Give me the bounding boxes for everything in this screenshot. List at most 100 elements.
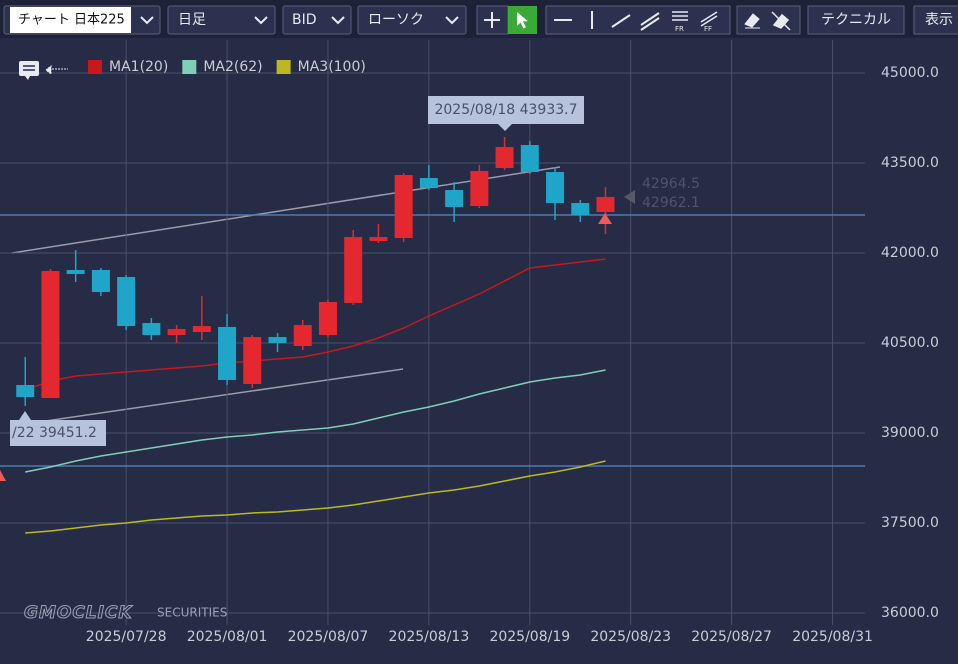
legend-swatch bbox=[182, 60, 197, 74]
tooltip-pointer bbox=[498, 124, 512, 131]
candle-body bbox=[117, 277, 136, 327]
tooltip-text: /22 39451.2 bbox=[12, 425, 97, 441]
watermark-sub: SECURITIES bbox=[157, 606, 227, 620]
select-box bbox=[167, 5, 276, 35]
y-tick-label: 39000.0 bbox=[881, 425, 939, 441]
candle-body bbox=[218, 326, 237, 381]
select-label-bg bbox=[10, 7, 131, 33]
tool-group bbox=[736, 5, 801, 35]
legend-label: MA3(100) bbox=[298, 59, 366, 75]
crosshair-button[interactable] bbox=[476, 5, 509, 35]
button-box bbox=[913, 5, 958, 35]
high-tooltip: 2025/08/18 43933.7 bbox=[428, 96, 584, 131]
candle-body bbox=[192, 326, 211, 333]
style-text: ローソク bbox=[368, 12, 424, 28]
pointer-button[interactable] bbox=[508, 6, 537, 34]
tooltip-box bbox=[10, 420, 106, 446]
erase-tools[interactable] bbox=[736, 5, 801, 35]
candle-body bbox=[419, 178, 438, 189]
chevron bbox=[254, 16, 268, 25]
candle-body bbox=[546, 172, 565, 204]
candle-body bbox=[344, 236, 363, 303]
tooltip-box bbox=[428, 96, 584, 124]
technical-button[interactable]: テクニカル bbox=[807, 5, 905, 35]
ma-line bbox=[25, 460, 606, 534]
select-box bbox=[357, 5, 467, 35]
candle-body bbox=[167, 329, 186, 336]
y-tick-label: 40500.0 bbox=[881, 335, 939, 351]
x-tick-label: 2025/08/31 bbox=[792, 629, 873, 645]
comment-lines bbox=[23, 65, 35, 71]
x-tick-label: 2025/08/01 bbox=[187, 629, 268, 645]
tooltip-text: 2025/08/18 43933.7 bbox=[434, 102, 577, 118]
candle-body bbox=[66, 269, 85, 274]
draw-tools: FR FF bbox=[545, 5, 731, 35]
comment-tail bbox=[25, 76, 30, 80]
candle-body bbox=[495, 146, 514, 168]
bid-marker bbox=[598, 213, 612, 224]
ask-marker bbox=[624, 190, 635, 204]
select-box bbox=[282, 5, 352, 35]
candle-body bbox=[445, 190, 464, 207]
candle-body bbox=[318, 302, 337, 336]
candle-body bbox=[293, 325, 312, 346]
candle-body bbox=[243, 337, 262, 384]
legend-label: MA2(62) bbox=[203, 59, 262, 75]
candle-body bbox=[142, 323, 161, 336]
trend-line bbox=[11, 166, 561, 254]
candle-body bbox=[369, 236, 388, 241]
offscreen-marker bbox=[0, 470, 6, 481]
period-text: 日足 bbox=[178, 12, 206, 28]
chevron bbox=[140, 16, 154, 25]
period-select[interactable]: 日足 bbox=[167, 5, 276, 35]
candle-body bbox=[16, 385, 35, 397]
erase-all-icon bbox=[771, 11, 791, 31]
side-select[interactable]: BID bbox=[282, 5, 352, 35]
low-tooltip: /22 39451.2 bbox=[10, 411, 106, 446]
legend-swatch bbox=[276, 60, 291, 74]
tool-group bbox=[545, 5, 731, 35]
x-tick-label: 2025/08/27 bbox=[691, 629, 772, 645]
ask-label: 42964.5 bbox=[642, 176, 700, 192]
tooltip-pointer bbox=[19, 411, 31, 420]
legend-label: MA1(20) bbox=[109, 59, 168, 75]
button-box bbox=[807, 5, 905, 35]
symbol-text: チャート 日本225 bbox=[18, 13, 125, 28]
y-tick-label: 43500.0 bbox=[881, 155, 939, 171]
x-tick-label: 2025/08/13 bbox=[389, 629, 470, 645]
chevron bbox=[445, 16, 459, 25]
fib-icons[interactable] bbox=[672, 11, 718, 27]
icon bbox=[517, 12, 528, 29]
bid-label: 42962.1 bbox=[642, 195, 700, 211]
y-tick-label: 36000.0 bbox=[881, 605, 939, 621]
side-text: BID bbox=[292, 12, 317, 28]
symbol-select[interactable]: チャート 日本225 bbox=[3, 5, 161, 35]
y-tick-label: 42000.0 bbox=[881, 245, 939, 261]
eraser-icon bbox=[744, 13, 760, 29]
legend-icon[interactable] bbox=[19, 61, 68, 80]
y-tick-label: 45000.0 bbox=[881, 65, 939, 81]
candle-body bbox=[394, 175, 413, 238]
line-icons[interactable] bbox=[554, 11, 660, 31]
x-tick-label: 2025/08/07 bbox=[288, 629, 369, 645]
icon-glyph: FF bbox=[704, 25, 712, 33]
collapse-icon bbox=[45, 64, 68, 76]
chevron bbox=[331, 16, 345, 25]
candle-body bbox=[91, 269, 110, 292]
button-text: 表示 bbox=[925, 12, 953, 28]
icon bbox=[484, 12, 500, 28]
candle-body bbox=[596, 197, 615, 213]
legend-swatch bbox=[88, 60, 102, 74]
x-tick-label: 2025/07/28 bbox=[86, 629, 167, 645]
x-tick-label: 2025/08/19 bbox=[489, 629, 570, 645]
candle-body bbox=[571, 203, 590, 216]
trend-line bbox=[24, 368, 404, 425]
display-button[interactable]: 表示 bbox=[913, 5, 958, 35]
candle-body bbox=[470, 170, 489, 207]
plot bbox=[0, 40, 865, 625]
x-tick-label: 2025/08/23 bbox=[590, 629, 671, 645]
candle-body bbox=[268, 337, 287, 343]
style-select[interactable]: ローソク bbox=[357, 5, 467, 35]
